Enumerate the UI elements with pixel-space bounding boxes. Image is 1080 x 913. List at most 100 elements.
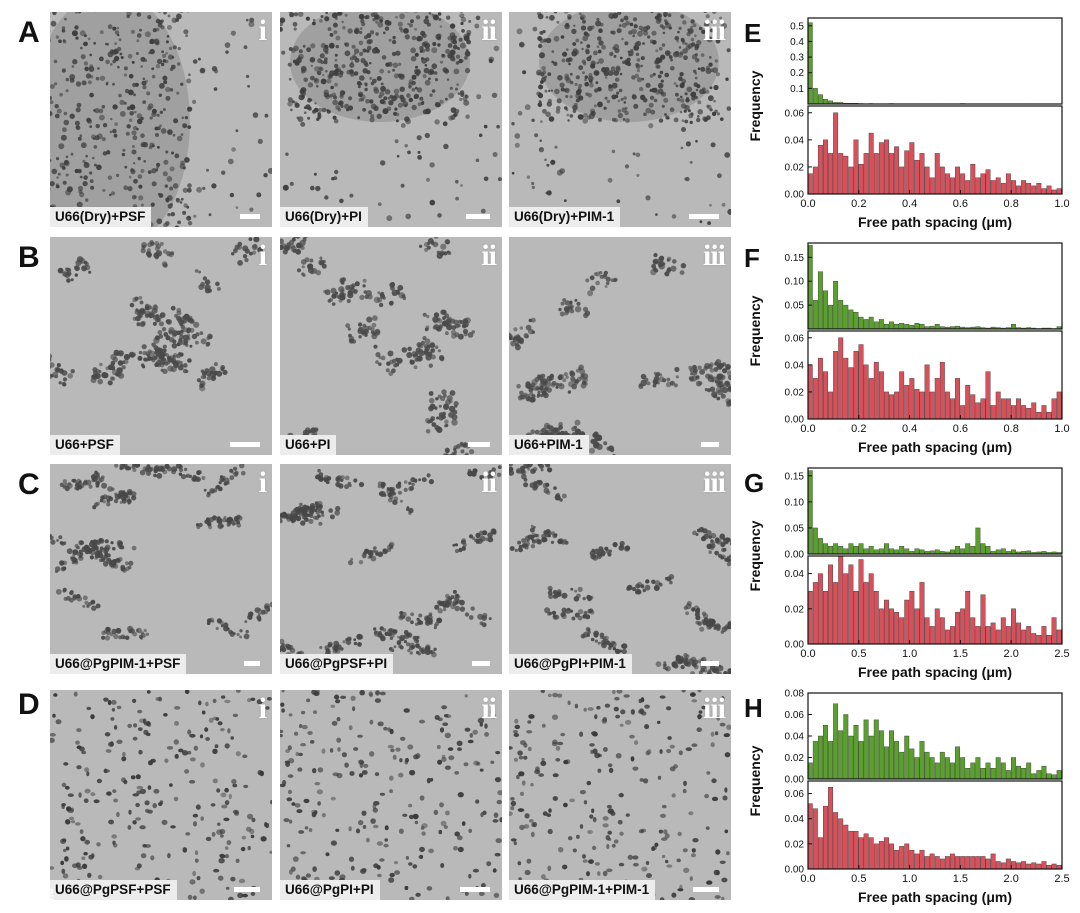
bar bbox=[823, 371, 828, 420]
bar bbox=[873, 719, 879, 780]
row-label-b: B bbox=[18, 241, 40, 274]
bar bbox=[823, 139, 828, 195]
x-tick-label: 0.6 bbox=[953, 198, 968, 210]
watermark: 大数据 bbox=[6, 889, 55, 906]
bar bbox=[848, 543, 854, 555]
bar bbox=[823, 805, 828, 870]
panel-caption: U66(Dry)+PIM-1 bbox=[509, 207, 621, 227]
bar bbox=[843, 155, 849, 195]
bar bbox=[858, 837, 864, 870]
scale-bar bbox=[693, 887, 719, 892]
bar bbox=[909, 748, 915, 780]
micrograph-c-ii: ii U66@PgPSF+PI bbox=[280, 464, 502, 674]
bar bbox=[1036, 634, 1042, 645]
x-tick-label: 0.4 bbox=[902, 198, 917, 210]
bar bbox=[848, 166, 854, 195]
x-tick-label: 2.5 bbox=[1054, 648, 1069, 660]
bar bbox=[843, 573, 849, 645]
bar bbox=[848, 309, 854, 330]
bar bbox=[914, 757, 920, 780]
bar bbox=[970, 164, 976, 195]
bar bbox=[817, 837, 823, 870]
bar bbox=[868, 132, 874, 195]
micrograph-texture bbox=[280, 12, 502, 222]
bar bbox=[883, 139, 889, 195]
x-tick-label: 0.4 bbox=[902, 423, 917, 435]
y-tick-label: 0.05 bbox=[785, 523, 805, 534]
bar bbox=[817, 735, 823, 780]
bar bbox=[807, 590, 813, 645]
x-tick-label: 1.5 bbox=[953, 873, 968, 885]
bar bbox=[919, 582, 925, 645]
histogram-g: G Frequency Free path spacing (μm) 0.00 0.05… bbox=[744, 467, 1070, 680]
bar bbox=[995, 629, 1001, 645]
chart-label: G bbox=[744, 468, 764, 498]
bar bbox=[1041, 188, 1047, 195]
y-tick-label: 0.06 bbox=[785, 789, 805, 800]
bar bbox=[995, 391, 1001, 420]
y-tick-label: 0.4 bbox=[790, 37, 804, 48]
bar bbox=[975, 527, 981, 555]
bar bbox=[858, 741, 864, 780]
bar bbox=[1036, 863, 1042, 870]
bar bbox=[1041, 861, 1047, 870]
y-axis-label: Frequency bbox=[747, 745, 763, 816]
bar bbox=[904, 843, 910, 870]
y-tick-label: 0.04 bbox=[785, 814, 805, 825]
bar bbox=[1031, 773, 1037, 780]
panel-caption: U66@PgPSF+PI bbox=[280, 654, 394, 674]
histogram-top: 0.1 0.2 0.3 0.4 0.5 bbox=[790, 17, 1063, 105]
row-label-a: A bbox=[18, 16, 40, 49]
panel-caption: U66@PgPSF+PSF bbox=[50, 880, 177, 900]
bar bbox=[1026, 182, 1032, 195]
bar bbox=[1021, 405, 1027, 420]
bar bbox=[838, 545, 844, 555]
bar bbox=[889, 153, 894, 195]
x-tick-label: 0.5 bbox=[851, 873, 866, 885]
bar bbox=[934, 153, 940, 195]
scale-bar bbox=[701, 661, 719, 666]
bar bbox=[823, 590, 828, 645]
bar bbox=[828, 787, 833, 870]
histogram-bottom: 0.00 0.02 0.04 0.0 0.5 1.0 1.5 2.0 2.5 bbox=[785, 555, 1070, 660]
bar bbox=[985, 545, 991, 555]
x-tick-label: 1.0 bbox=[1054, 423, 1069, 435]
bar bbox=[990, 405, 996, 420]
bar bbox=[878, 548, 884, 555]
bar bbox=[995, 757, 1001, 780]
panel-numeral: ii bbox=[481, 14, 497, 47]
bar bbox=[873, 321, 879, 330]
bar bbox=[939, 617, 945, 645]
bar bbox=[894, 549, 900, 555]
bar bbox=[853, 312, 859, 330]
bar bbox=[807, 22, 813, 105]
y-tick-label: 0.10 bbox=[785, 497, 805, 508]
bar bbox=[858, 316, 864, 330]
x-tick-label: 1.0 bbox=[902, 873, 917, 885]
bar bbox=[823, 290, 828, 330]
bar bbox=[899, 166, 905, 195]
panel-numeral: i bbox=[258, 466, 267, 499]
chart-label: H bbox=[744, 693, 763, 723]
bar bbox=[894, 391, 900, 420]
bar bbox=[889, 394, 894, 420]
micrograph-b-i: i U66+PSF bbox=[50, 237, 272, 455]
bar bbox=[944, 173, 950, 195]
bar bbox=[939, 751, 945, 780]
bar bbox=[909, 590, 915, 645]
x-tick-label: 2.5 bbox=[1054, 873, 1069, 885]
bar bbox=[914, 608, 920, 645]
bar bbox=[914, 853, 920, 870]
bar bbox=[1051, 398, 1057, 420]
bar bbox=[965, 543, 971, 555]
bar bbox=[863, 364, 869, 420]
bar bbox=[970, 617, 976, 645]
bar bbox=[909, 378, 915, 420]
x-tick-label: 0.8 bbox=[1004, 423, 1019, 435]
bar bbox=[929, 853, 935, 870]
bar bbox=[838, 730, 844, 780]
bar bbox=[853, 351, 859, 420]
x-tick-label: 1.0 bbox=[902, 648, 917, 660]
micrograph-texture bbox=[509, 253, 731, 455]
y-tick-label: 0.00 bbox=[785, 865, 805, 876]
